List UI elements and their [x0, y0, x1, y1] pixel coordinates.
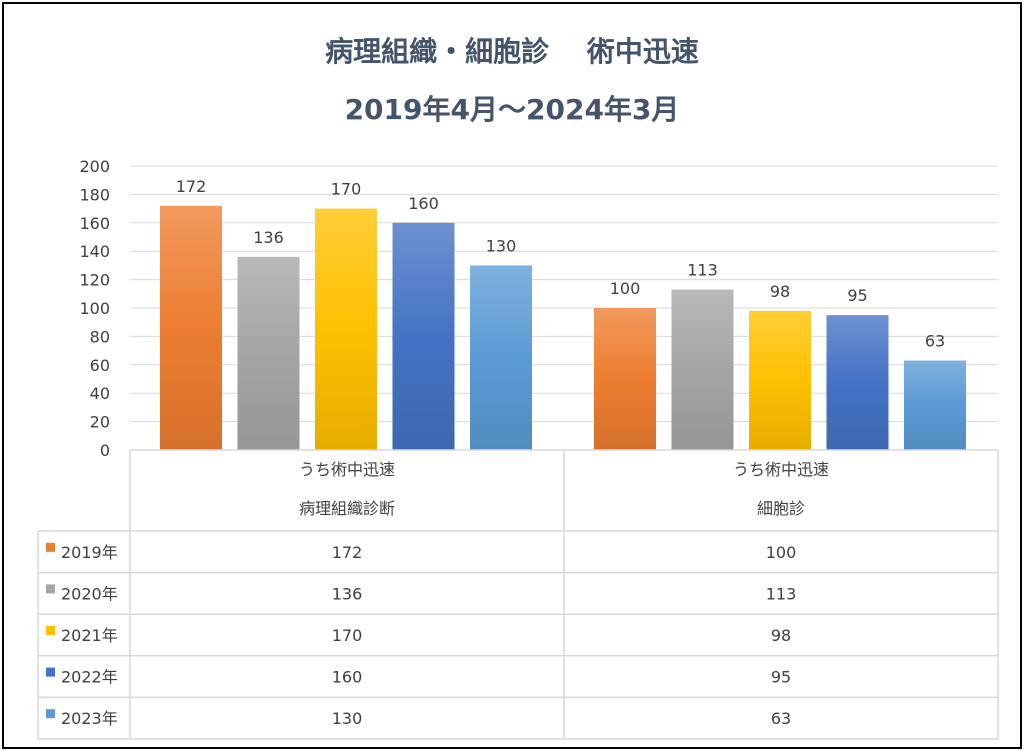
y-tick-label: 80 — [90, 327, 110, 346]
category-label: 病理組織診断 — [299, 499, 395, 518]
data-label: 130 — [486, 236, 517, 255]
legend-swatch — [46, 626, 55, 635]
legend-label: 2021年 — [61, 626, 118, 645]
y-tick-label: 0 — [100, 441, 110, 460]
legend-label: 2022年 — [61, 668, 118, 687]
y-tick-label: 140 — [79, 242, 110, 261]
bar — [392, 222, 455, 450]
bar — [315, 208, 377, 450]
y-tick-label: 40 — [90, 384, 110, 403]
bar — [749, 310, 811, 450]
bar — [237, 256, 300, 450]
data-label: 160 — [408, 194, 439, 213]
legend-swatch — [46, 667, 55, 677]
y-tick-label: 160 — [79, 214, 110, 233]
table-cell-value: 95 — [771, 668, 791, 687]
bar — [671, 289, 734, 450]
table-cell-value: 98 — [771, 626, 791, 645]
data-label: 63 — [925, 332, 945, 351]
bar — [594, 308, 656, 450]
legend-label: 2023年 — [61, 709, 118, 728]
table-cell-value: 63 — [771, 709, 791, 728]
legend-swatch — [46, 709, 55, 719]
legend-label: 2020年 — [61, 584, 118, 603]
data-label: 113 — [687, 261, 718, 280]
bar — [904, 360, 966, 450]
table-cell-value: 160 — [332, 668, 363, 687]
chart-title: 病理組織・細胞診 術中迅速 — [325, 35, 699, 68]
data-label: 170 — [331, 180, 362, 199]
y-tick-label: 100 — [79, 299, 110, 318]
y-tick-label: 200 — [79, 157, 110, 176]
y-tick-label: 60 — [90, 356, 110, 375]
category-label: 細胞診 — [757, 499, 805, 518]
data-label: 136 — [253, 228, 284, 247]
legend-swatch — [46, 542, 55, 552]
table-cell-value: 113 — [766, 584, 797, 603]
table-cell-value: 172 — [332, 543, 363, 562]
category-label: うち術中迅速 — [299, 460, 395, 479]
chart-subtitle: 2019年4月～2024年3月 — [344, 93, 680, 126]
table-cell-value: 100 — [766, 543, 797, 562]
legend-swatch — [46, 584, 55, 594]
category-label: うち術中迅速 — [733, 460, 829, 479]
y-tick-label: 180 — [79, 185, 110, 204]
legend-label: 2019年 — [61, 543, 118, 562]
data-label: 100 — [610, 279, 641, 298]
table-cell-value: 136 — [332, 584, 363, 603]
bar — [826, 315, 889, 450]
table-cell-value: 130 — [332, 709, 363, 728]
data-label: 95 — [847, 286, 867, 305]
table-cell-value: 170 — [332, 626, 363, 645]
bar — [160, 205, 222, 450]
y-tick-label: 120 — [79, 271, 110, 290]
y-tick-label: 20 — [90, 413, 110, 432]
bar — [470, 265, 532, 450]
data-label: 98 — [770, 282, 790, 301]
data-label: 172 — [176, 177, 207, 196]
